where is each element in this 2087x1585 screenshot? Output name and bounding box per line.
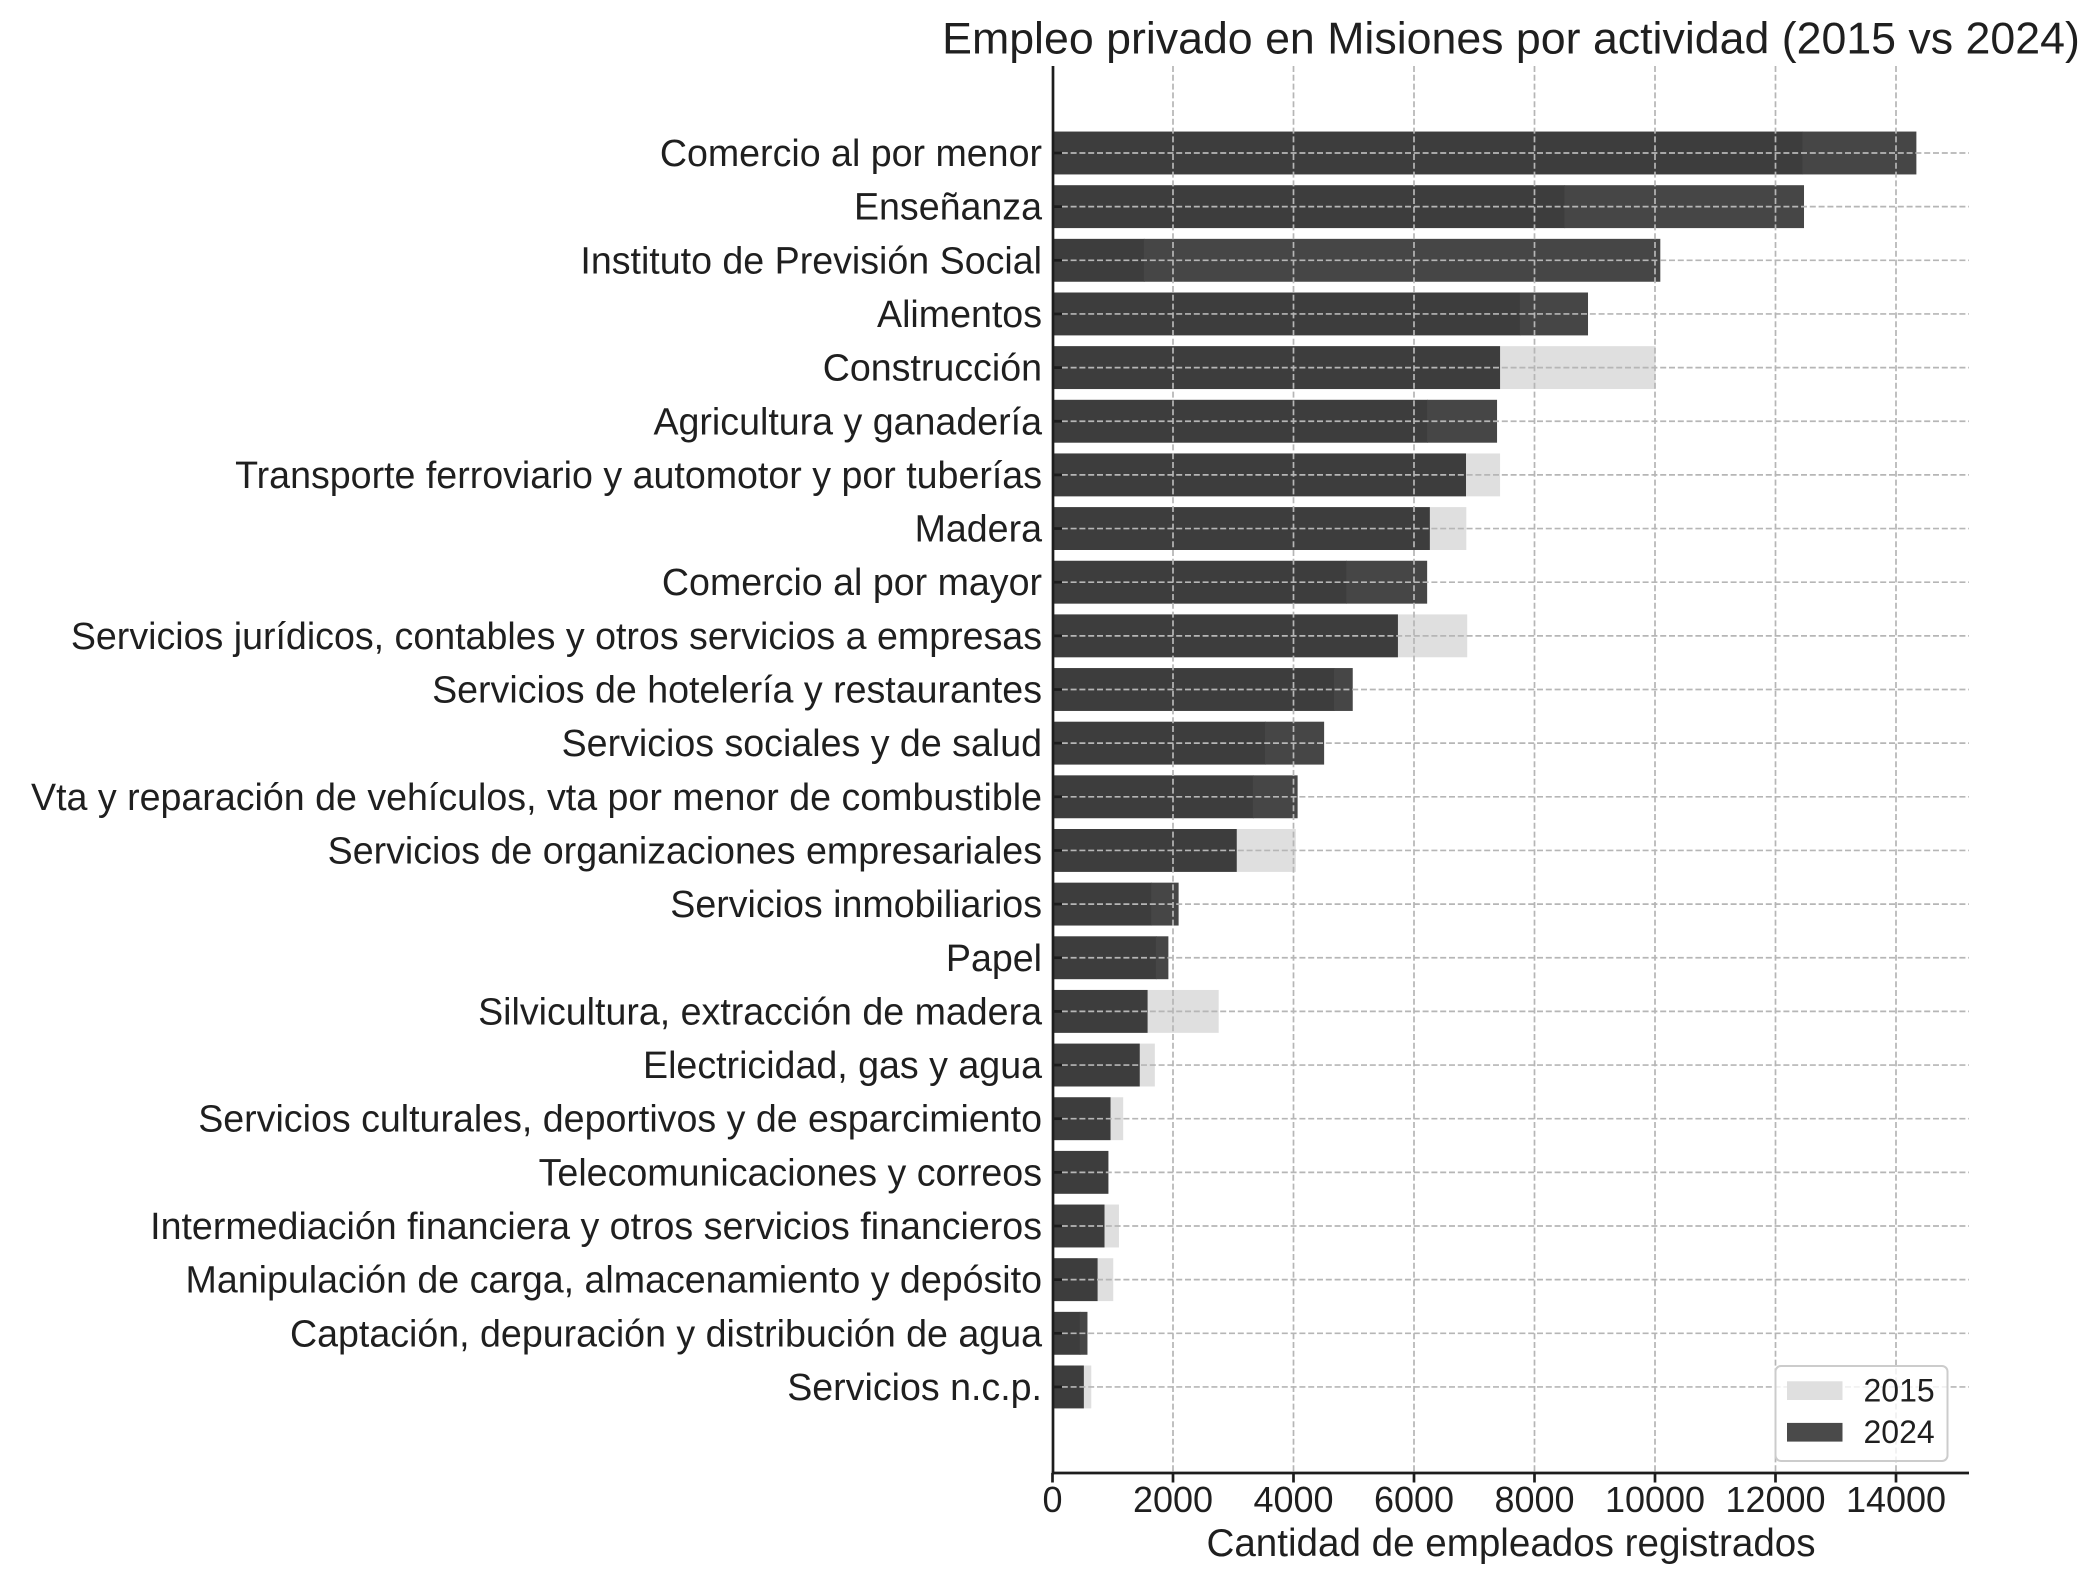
svg-text:Silvicultura, extracción de ma: Silvicultura, extracción de madera: [478, 990, 1042, 1032]
svg-text:Captación, depuración y distri: Captación, depuración y distribución de …: [290, 1312, 1042, 1354]
svg-text:12000: 12000: [1725, 1479, 1825, 1520]
svg-text:Alimentos: Alimentos: [877, 293, 1042, 335]
svg-text:14000: 14000: [1846, 1479, 1946, 1520]
svg-text:Servicios jurídicos, contables: Servicios jurídicos, contables y otros s…: [71, 615, 1042, 657]
svg-text:Servicios de organizaciones em: Servicios de organizaciones empresariale…: [328, 829, 1042, 871]
svg-text:Comercio al por mayor: Comercio al por mayor: [662, 561, 1042, 603]
svg-text:10000: 10000: [1605, 1479, 1705, 1520]
svg-text:Construcción: Construcción: [823, 347, 1042, 389]
svg-text:2015: 2015: [1864, 1372, 1935, 1408]
svg-text:4000: 4000: [1253, 1479, 1333, 1520]
svg-text:6000: 6000: [1374, 1479, 1454, 1520]
svg-text:8000: 8000: [1494, 1479, 1574, 1520]
svg-text:2024: 2024: [1864, 1414, 1935, 1450]
svg-text:Agricultura y ganadería: Agricultura y ganadería: [653, 400, 1042, 442]
svg-text:Intermediación financiera y ot: Intermediación financiera y otros servic…: [150, 1205, 1042, 1247]
svg-text:2000: 2000: [1133, 1479, 1213, 1520]
svg-text:Empleo privado en Misiones por: Empleo privado en Misiones por actividad…: [942, 15, 2080, 64]
svg-text:Vta y reparación de vehículos,: Vta y reparación de vehículos, vta por m…: [31, 776, 1042, 818]
svg-text:Servicios inmobiliarios: Servicios inmobiliarios: [670, 883, 1042, 925]
svg-text:Papel: Papel: [946, 937, 1042, 979]
svg-text:Telecomunicaciones y correos: Telecomunicaciones y correos: [539, 1151, 1042, 1193]
svg-text:Madera: Madera: [915, 508, 1043, 550]
svg-text:Transporte ferroviario y autom: Transporte ferroviario y automotor y por…: [235, 454, 1042, 496]
svg-text:Servicios culturales, deportiv: Servicios culturales, deportivos y de es…: [198, 1098, 1042, 1140]
svg-text:Instituto de Previsión Social: Instituto de Previsión Social: [580, 239, 1042, 281]
svg-text:Cantidad de empleados registra: Cantidad de empleados registrados: [1206, 1522, 1815, 1565]
svg-text:Enseñanza: Enseñanza: [854, 186, 1042, 228]
svg-text:Comercio al por menor: Comercio al por menor: [660, 132, 1042, 174]
svg-text:Electricidad, gas y agua: Electricidad, gas y agua: [643, 1044, 1042, 1086]
svg-text:Servicios de hotelería y resta: Servicios de hotelería y restaurantes: [432, 669, 1042, 711]
svg-text:Servicios sociales y de salud: Servicios sociales y de salud: [562, 722, 1042, 764]
svg-text:0: 0: [1042, 1479, 1062, 1520]
svg-text:Manipulación de carga, almacen: Manipulación de carga, almacenamiento y …: [186, 1259, 1042, 1301]
svg-text:Servicios n.c.p.: Servicios n.c.p.: [787, 1366, 1042, 1408]
